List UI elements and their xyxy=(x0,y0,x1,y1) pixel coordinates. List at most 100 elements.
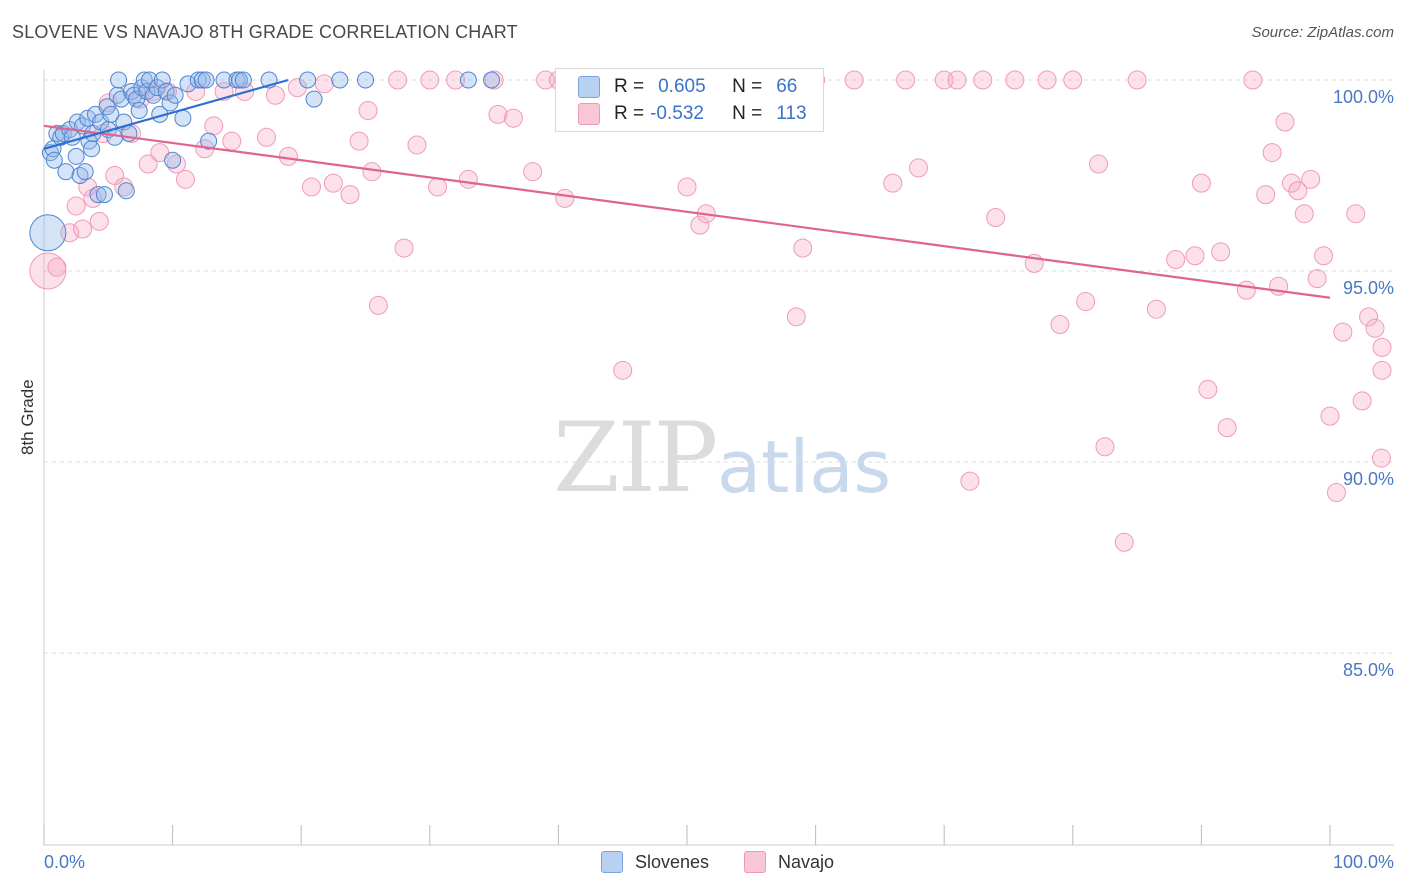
legend-r-label: R = xyxy=(614,103,645,124)
navajo-point xyxy=(1211,242,1231,262)
navajo-point xyxy=(1294,204,1314,224)
slovenes-trend-line xyxy=(43,78,289,150)
correlation-legend: R = 0.605 N = 66 R = -0.532 N = 113 xyxy=(555,68,824,132)
navajo-point xyxy=(301,177,321,197)
navajo-legend-swatch xyxy=(744,851,766,873)
slovenes-point xyxy=(29,214,67,252)
navajo-point xyxy=(947,70,967,90)
navajo-point xyxy=(73,219,93,239)
source-credit: Source: ZipAtlas.com xyxy=(1251,24,1394,41)
navajo-point xyxy=(394,238,414,258)
slovenes-point xyxy=(230,71,248,89)
navajo-point xyxy=(1365,318,1385,338)
slovenes-point xyxy=(130,102,148,120)
navajo-point xyxy=(1262,143,1282,163)
slovenes-point xyxy=(234,71,252,89)
navajo-points xyxy=(29,70,1392,552)
navajo-point xyxy=(613,360,633,380)
navajo-point xyxy=(1320,406,1340,426)
navajo-point xyxy=(896,70,916,90)
navajo-point xyxy=(323,173,343,193)
y-axis-label: 8th Grade xyxy=(18,379,37,455)
bottom-legend-navajo: Navajo xyxy=(744,851,834,873)
x-tick-label-0: 0.0% xyxy=(44,852,86,872)
navajo-point xyxy=(358,101,378,121)
navajo-point xyxy=(1372,360,1392,380)
navajo-point xyxy=(503,108,523,128)
navajo-point xyxy=(150,143,170,163)
navajo-point xyxy=(340,185,360,205)
slovenes-point xyxy=(117,182,135,200)
navajo-point xyxy=(1326,483,1346,503)
navajo-point xyxy=(265,85,285,105)
navajo-point xyxy=(986,208,1006,228)
navajo-point xyxy=(844,70,864,90)
navajo-point xyxy=(1191,173,1211,193)
navajo-point xyxy=(47,257,67,277)
slovenes-point xyxy=(76,163,94,181)
navajo-point xyxy=(29,252,67,290)
slovenes-point xyxy=(45,151,63,169)
navajo-point xyxy=(1050,314,1070,334)
slovenes-point xyxy=(144,86,162,104)
navajo-point xyxy=(555,188,575,208)
navajo-point xyxy=(523,162,543,182)
slovenes-point xyxy=(120,124,138,142)
navajo-point xyxy=(1359,307,1379,327)
navajo-point xyxy=(204,116,224,136)
navajo-point xyxy=(1281,173,1301,193)
navajo-r-value: -0.532 xyxy=(650,103,704,124)
slovenes-point xyxy=(153,71,171,89)
navajo-swatch xyxy=(578,103,600,125)
navajo-point xyxy=(488,104,508,124)
navajo-point xyxy=(1127,70,1147,90)
slovenes-point xyxy=(67,147,85,165)
navajo-point xyxy=(420,70,440,90)
navajo-point xyxy=(883,173,903,193)
trend-lines xyxy=(43,78,1331,299)
navajo-point xyxy=(1037,70,1057,90)
slovenes-point xyxy=(299,71,317,89)
navajo-n-value: 113 xyxy=(776,103,807,124)
slovenes-point xyxy=(357,71,374,89)
legend-n-label: N = xyxy=(732,103,763,124)
slovenes-legend-swatch xyxy=(601,851,623,873)
slovenes-point xyxy=(166,86,184,104)
navajo-point xyxy=(793,238,813,258)
navajo-point xyxy=(66,196,86,216)
slovenes-point xyxy=(95,186,113,204)
bottom-legend-slovenes: Slovenes xyxy=(601,851,709,873)
slovenes-point xyxy=(102,105,120,123)
axes xyxy=(43,70,1394,846)
navajo-point xyxy=(1076,292,1096,312)
x-tick-label-100: 100.0% xyxy=(1332,852,1394,872)
navajo-point xyxy=(1185,246,1205,266)
navajo-point xyxy=(349,131,369,151)
navajo-point xyxy=(973,70,993,90)
navajo-point xyxy=(256,127,276,147)
navajo-point xyxy=(1333,322,1353,342)
slovenes-point xyxy=(79,109,97,127)
navajo-point xyxy=(446,70,466,90)
navajo-point xyxy=(786,307,806,327)
navajo-point xyxy=(908,158,928,178)
slovenes-point xyxy=(197,71,215,89)
chart-title: SLOVENE VS NAVAJO 8TH GRADE CORRELATION … xyxy=(12,22,518,42)
slovenes-point xyxy=(89,186,107,204)
navajo-trend-line xyxy=(43,124,1331,299)
y-tick-label-100: 100.0% xyxy=(1332,87,1394,107)
navajo-point xyxy=(362,162,382,182)
slovenes-point xyxy=(215,71,233,89)
navajo-point xyxy=(1063,70,1083,90)
navajo-point xyxy=(89,211,109,231)
y-tick-label-85: 85.0% xyxy=(1342,660,1394,680)
slovenes-swatch xyxy=(578,76,600,98)
navajo-point xyxy=(1307,269,1327,289)
navajo-point xyxy=(175,169,195,189)
navajo-point xyxy=(1314,246,1334,266)
legend-row-navajo: R = -0.532 N = 113 xyxy=(578,102,807,126)
navajo-point xyxy=(1166,250,1186,270)
navajo-point xyxy=(1256,185,1276,205)
y-tick-label-95: 95.0% xyxy=(1342,278,1394,298)
